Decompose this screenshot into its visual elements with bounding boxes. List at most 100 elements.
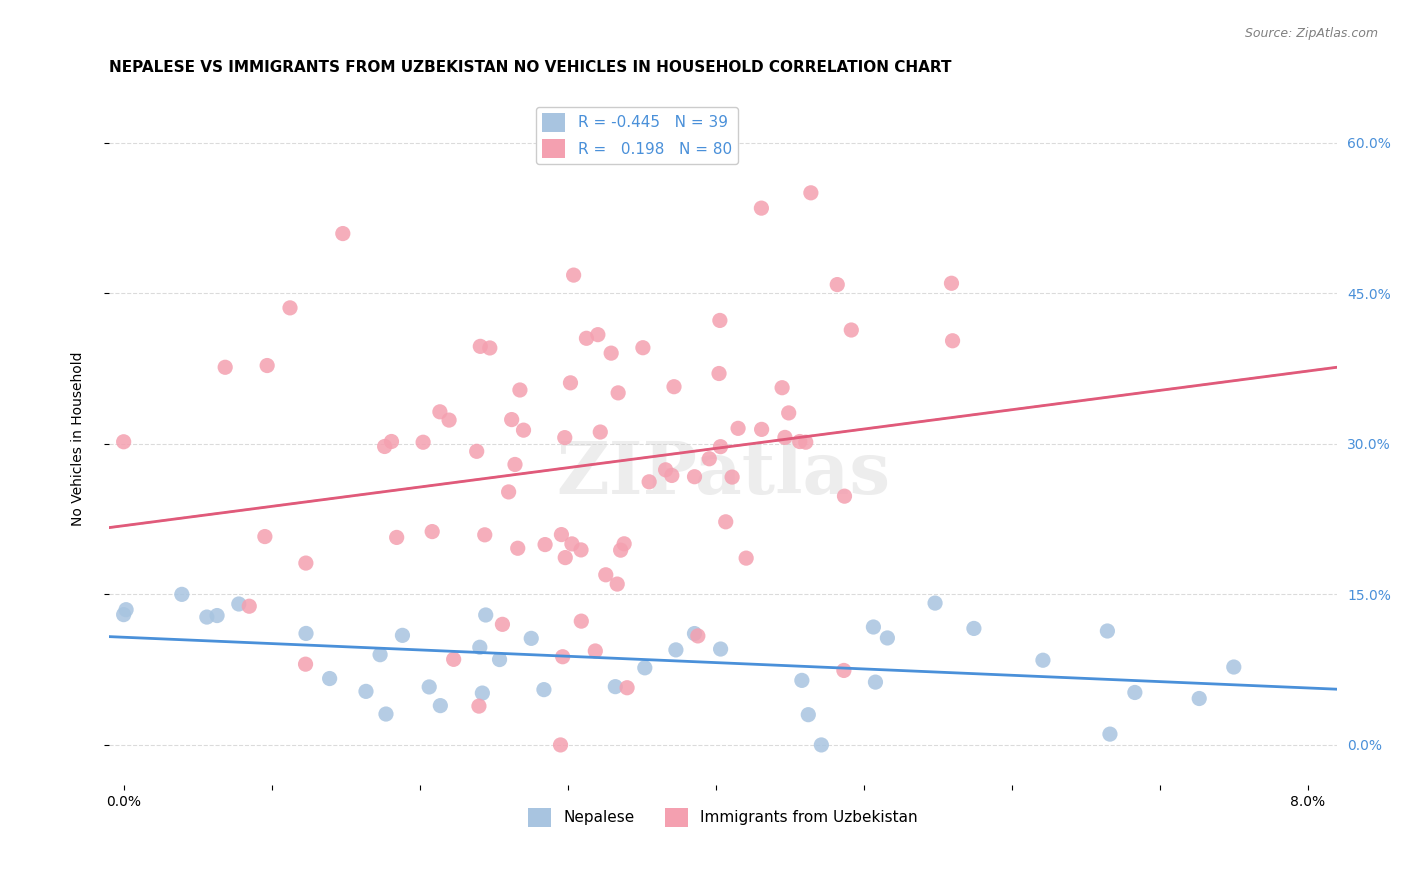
Point [429, 405, 451, 419]
Point [721, 470, 744, 484]
Point [238, 599, 260, 614]
Point [586, 327, 609, 342]
Point [443, 652, 465, 666]
Point [569, 542, 592, 557]
Point [665, 643, 688, 657]
Point [420, 524, 443, 539]
Point [478, 341, 501, 355]
Point [832, 664, 855, 678]
Point [506, 541, 529, 556]
Point [488, 652, 510, 666]
Point [1123, 685, 1146, 699]
Point [609, 543, 631, 558]
Point [374, 440, 396, 454]
Point [606, 577, 628, 591]
Point [941, 334, 963, 348]
Point [470, 339, 492, 353]
Point [800, 186, 823, 200]
Point [533, 682, 555, 697]
Point [474, 528, 496, 542]
Point [112, 607, 135, 622]
Text: NEPALESE VS IMMIGRANTS FROM UZBEKISTAN NO VEHICLES IN HOUSEHOLD CORRELATION CHAR: NEPALESE VS IMMIGRANTS FROM UZBEKISTAN N… [108, 60, 952, 75]
Point [214, 360, 236, 375]
Point [697, 451, 720, 466]
Point [727, 421, 749, 435]
Point [554, 550, 576, 565]
Point [600, 346, 623, 360]
Point [773, 430, 796, 444]
Point [607, 385, 630, 400]
Point [839, 323, 862, 337]
Point [770, 381, 793, 395]
Point [616, 681, 638, 695]
Point [501, 412, 523, 426]
Point [595, 567, 617, 582]
Point [468, 699, 491, 714]
Point [589, 425, 612, 439]
Point [683, 469, 706, 483]
Point [412, 435, 434, 450]
Point [295, 626, 318, 640]
Point [375, 706, 398, 721]
Point [498, 484, 520, 499]
Point [710, 642, 733, 657]
Point [550, 738, 572, 752]
Point [512, 423, 534, 437]
Point [1188, 691, 1211, 706]
Point [714, 515, 737, 529]
Point [170, 587, 193, 601]
Point [634, 661, 657, 675]
Point [520, 632, 543, 646]
Point [465, 444, 488, 458]
Point [865, 675, 887, 690]
Point [112, 434, 135, 449]
Point [662, 380, 685, 394]
Point [561, 537, 583, 551]
Point [631, 341, 654, 355]
Point [562, 268, 585, 282]
Point [569, 614, 592, 628]
Point [509, 383, 531, 397]
Point [834, 489, 856, 503]
Point [368, 648, 391, 662]
Y-axis label: No Vehicles in Household: No Vehicles in Household [72, 351, 86, 526]
Point [471, 686, 494, 700]
Point [794, 435, 817, 450]
Point [115, 603, 138, 617]
Point [554, 431, 576, 445]
Point [418, 680, 440, 694]
Point [503, 458, 526, 472]
Point [751, 201, 773, 215]
Point [550, 527, 572, 541]
Point [256, 359, 278, 373]
Legend: Nepalese, Immigrants from Uzbekistan: Nepalese, Immigrants from Uzbekistan [522, 802, 924, 833]
Point [575, 331, 598, 345]
Point [613, 537, 636, 551]
Point [686, 629, 709, 643]
Point [468, 640, 491, 655]
Point [751, 422, 773, 436]
Point [876, 631, 898, 645]
Point [195, 610, 218, 624]
Point [391, 628, 413, 642]
Point [605, 680, 627, 694]
Point [354, 684, 377, 698]
Point [437, 413, 460, 427]
Point [778, 406, 800, 420]
Point [253, 530, 276, 544]
Point [228, 597, 250, 611]
Point [429, 698, 451, 713]
Point [709, 440, 731, 454]
Point [534, 538, 557, 552]
Point [941, 277, 963, 291]
Point [862, 620, 884, 634]
Point [1097, 624, 1119, 638]
Point [294, 657, 316, 672]
Text: ZIPatlas: ZIPatlas [555, 438, 890, 509]
Point [790, 673, 813, 688]
Point [924, 596, 946, 610]
Point [797, 707, 820, 722]
Point [551, 649, 574, 664]
Point [385, 530, 408, 544]
Point [474, 607, 496, 622]
